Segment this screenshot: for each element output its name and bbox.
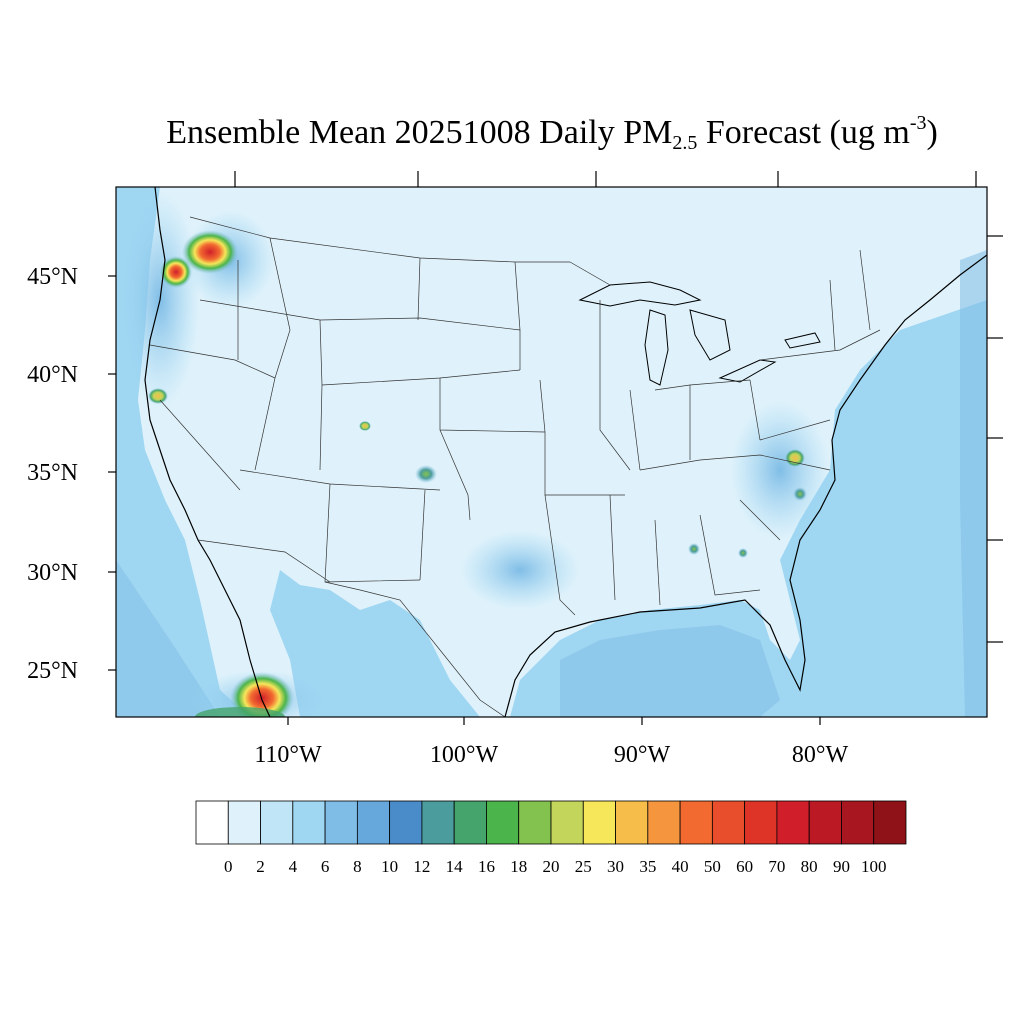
carolinas-haze [730, 400, 830, 540]
colorbar-swatch [841, 800, 875, 845]
hotspot-colorado [359, 421, 371, 431]
colorbar-label: 50 [704, 857, 721, 876]
colorbar-swatch [356, 800, 391, 845]
colorbar-label: 12 [413, 857, 430, 876]
colorbar-swatch [744, 800, 778, 845]
colorbar-swatch [260, 800, 294, 845]
hotspot-alabama [688, 543, 700, 555]
map-field [116, 187, 987, 717]
colorbar: 0 2 4 6 8 10 12 14 16 18 20 25 30 35 40 50 60 70 80 90 100 [195, 800, 907, 876]
colorbar-label: 2 [256, 857, 265, 876]
colorbar-label: 40 [672, 857, 689, 876]
hotspot-georgia [738, 548, 748, 558]
colorbar-swatch [486, 800, 520, 845]
colorbar-swatch [873, 800, 907, 845]
colorbar-label: 4 [289, 857, 298, 876]
lon-label-80w: 80°W [792, 742, 849, 768]
colorbar-label: 70 [768, 857, 785, 876]
colorbar-swatch [292, 800, 326, 845]
hotspot-virginia [785, 449, 805, 467]
pacific-band [116, 560, 220, 717]
lon-label-100w: 100°W [430, 742, 499, 768]
political-borders [149, 216, 881, 717]
lat-label-35n: 35°N [27, 460, 78, 486]
hotspot-mexico-south-band [195, 707, 285, 717]
coastline-us [144, 187, 271, 717]
lat-label-25n: 25°N [27, 658, 78, 684]
colorbar-label: 18 [510, 857, 527, 876]
longitude-labels: 110°W 100°W 90°W 80°W [254, 742, 848, 768]
colorbar-swatch [679, 800, 713, 845]
colorbar-swatch [808, 800, 842, 845]
lat-label-30n: 30°N [27, 560, 78, 586]
lake-ontario [784, 332, 821, 349]
lake-erie [718, 359, 777, 383]
hotspot-layer [148, 230, 807, 717]
colorbar-swatch [195, 800, 229, 845]
colorbar-swatch [421, 800, 455, 845]
colorbar-label: 16 [478, 857, 495, 876]
colorbar-swatch [582, 800, 616, 845]
colorbar-swatch [615, 800, 649, 845]
colorbar-label: 8 [353, 857, 362, 876]
coastline-gulf [504, 254, 987, 717]
hotspot-northern-california [148, 388, 168, 404]
colorbar-swatch [227, 800, 261, 845]
colorbar-swatch [647, 800, 681, 845]
colorbar-label: 25 [575, 857, 592, 876]
colorbar-swatch [711, 800, 746, 845]
hotspot-washington-north [182, 230, 238, 274]
colorbar-label: 30 [607, 857, 624, 876]
colorbar-swatch [550, 800, 584, 845]
lake-michigan [644, 309, 669, 386]
colorbar-label: 80 [801, 857, 818, 876]
colorbar-swatch [453, 800, 487, 845]
lat-label-45n: 45°N [27, 264, 78, 290]
colorbar-label: 60 [736, 857, 753, 876]
colorbar-label: 14 [446, 857, 464, 876]
hotspot-north-carolina [793, 487, 807, 501]
gulf-band [560, 625, 780, 717]
lat-label-40n: 40°N [27, 362, 78, 388]
colorbar-label: 35 [639, 857, 656, 876]
texas-haze [460, 530, 580, 610]
colorbar-label: 20 [543, 857, 560, 876]
colorbar-label: 100 [861, 857, 887, 876]
axis-ticks [108, 171, 1003, 725]
hotspot-mexico-sinaloa [230, 672, 294, 717]
hotspot-kansas [415, 465, 437, 483]
lake-huron [689, 309, 731, 361]
colorbar-swatch [518, 800, 552, 845]
colorbar-label: 6 [321, 857, 330, 876]
colorbar-swatch [389, 800, 423, 845]
atlantic-band [960, 250, 987, 717]
hotspot-washington-south [160, 256, 192, 288]
colorbar-swatch [776, 800, 810, 845]
lon-label-90w: 90°W [614, 742, 671, 768]
colorbar-label: 90 [833, 857, 850, 876]
colorbar-label: 0 [224, 857, 233, 876]
colorbar-label: 10 [381, 857, 398, 876]
map-title: Ensemble Mean 20251008 Daily PM2.5 Forec… [166, 112, 938, 154]
latitude-labels: 45°N 40°N 35°N 30°N 25°N [27, 264, 78, 684]
map-frame [115, 186, 988, 718]
colorbar-swatch [324, 800, 358, 845]
lake-superior [578, 281, 702, 307]
lon-label-110w: 110°W [254, 742, 322, 768]
